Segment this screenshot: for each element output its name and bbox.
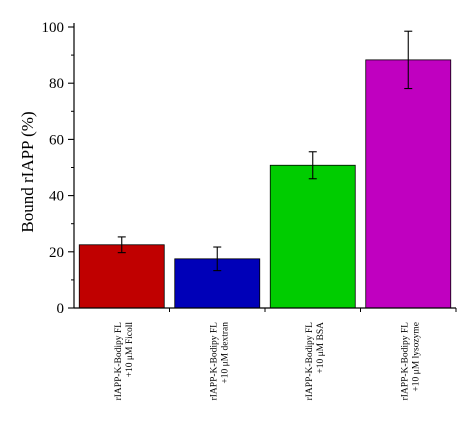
category-label-1: rIAPP-K-Bodipy FL +10 μM Ficoll: [114, 322, 135, 401]
bar-1: [78, 244, 165, 309]
y-tick-label-40: 40: [49, 189, 64, 205]
y-tick-label-80: 80: [49, 76, 64, 92]
category-label-4-line-2: +10 μM lysozyme: [411, 322, 421, 392]
category-label-2: rIAPP-K-Bodipy FL +10 μM dextran: [209, 322, 230, 401]
category-label-3-line-2: +10 μM BSA: [316, 322, 326, 374]
category-label-3: rIAPP-K-Bodipy FL +10 μM BSA: [305, 322, 326, 401]
category-label-4: rIAPP-K-Bodipy FL +10 μM lysozyme: [400, 322, 421, 401]
y-axis-title: Bound rIAPP (%): [18, 111, 37, 232]
bar-3: [269, 164, 356, 309]
category-label-2-line-1: rIAPP-K-Bodipy FL: [209, 322, 219, 401]
y-tick-label-100: 100: [42, 20, 65, 36]
y-axis-title-group: Bound rIAPP (%): [18, 111, 37, 232]
category-label-1-line-1: rIAPP-K-Bodipy FL: [114, 322, 124, 401]
y-tick-label-20: 20: [49, 245, 64, 261]
category-label-3-line-1: rIAPP-K-Bodipy FL: [305, 322, 315, 401]
category-label-4-line-1: rIAPP-K-Bodipy FL: [400, 322, 410, 401]
bar-4: [365, 59, 452, 309]
category-label-1-line-2: +10 μM Ficoll: [125, 322, 135, 378]
y-tick-label-60: 60: [49, 132, 64, 148]
y-tick-label-0: 0: [57, 301, 65, 317]
plot-area: rIAPP-K-Bodipy FL +10 μM Ficoll rIAPP-K-Bo…: [42, 20, 457, 400]
category-label-2-line-2: +10 μM dextran: [220, 322, 230, 384]
